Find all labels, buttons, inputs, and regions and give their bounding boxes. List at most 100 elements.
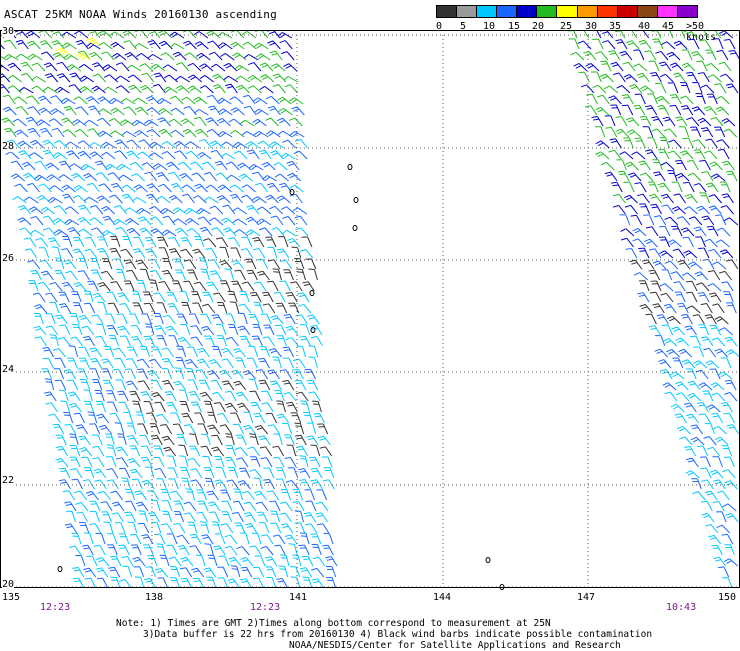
wind-barb xyxy=(83,369,87,379)
wind-barb xyxy=(89,174,97,181)
wind-barb xyxy=(276,316,283,324)
wind-barb xyxy=(732,303,736,313)
wind-barb-flag xyxy=(78,436,84,437)
wind-barb-flag xyxy=(675,414,681,415)
wind-barb xyxy=(193,86,201,93)
wind-barb-flag xyxy=(119,468,125,469)
wind-barb xyxy=(240,489,243,500)
wind-barb-flag xyxy=(163,216,169,218)
wind-barb-flag xyxy=(136,53,141,56)
wind-barb-flag xyxy=(242,581,248,582)
wind-barb xyxy=(326,447,332,456)
wind-barb-flag xyxy=(8,75,13,78)
wind-barb xyxy=(134,85,142,93)
wind-barb-flag xyxy=(262,162,267,165)
wind-barb-flag xyxy=(130,162,135,165)
wind-barb-flag xyxy=(108,567,114,568)
wind-barb xyxy=(212,491,218,500)
wind-barb-flag xyxy=(22,65,28,67)
wind-barb-flag xyxy=(204,172,210,174)
wind-barb-flag xyxy=(659,251,664,254)
wind-barb xyxy=(689,251,697,258)
wind-barb xyxy=(143,369,148,379)
wind-barb xyxy=(688,50,692,60)
wind-barb-flag xyxy=(678,175,683,178)
wind-barb-flag xyxy=(210,271,216,272)
wind-barb-flag xyxy=(655,51,661,53)
wind-barb xyxy=(103,303,106,313)
wind-barb-flag xyxy=(151,64,156,67)
wind-barb xyxy=(696,127,701,137)
wind-barb xyxy=(659,172,665,181)
wind-barb-flag xyxy=(576,66,581,69)
wind-barb xyxy=(259,249,265,258)
wind-barb xyxy=(149,545,153,555)
wind-barb-flag xyxy=(231,566,237,567)
wind-barb xyxy=(709,348,716,357)
wind-barb-flag xyxy=(280,370,286,371)
wind-barb-flag xyxy=(291,577,297,578)
wind-barb-flag xyxy=(117,164,122,168)
wind-barb-flag xyxy=(168,164,174,166)
wind-barb-flag xyxy=(715,349,721,351)
wind-barb-flag xyxy=(126,381,132,382)
map-title: ASCAT 25KM NOAA Winds 20160130 ascending xyxy=(4,8,277,21)
wind-barb-flag xyxy=(596,141,601,144)
wind-barb xyxy=(714,249,721,258)
wind-barb-flag xyxy=(152,438,158,439)
wind-barb-flag xyxy=(133,339,139,340)
wind-barb-flag xyxy=(286,338,292,340)
wind-barb xyxy=(175,43,185,49)
wind-barb-flag xyxy=(187,210,192,214)
wind-barb-flag xyxy=(91,54,96,57)
note-line-1: Note: 1) Times are GMT 2)Times along bot… xyxy=(116,618,551,629)
wind-barb xyxy=(311,501,316,511)
wind-barb-flag xyxy=(46,163,51,166)
wind-barb-flag xyxy=(701,501,707,502)
wind-barb-flag xyxy=(707,494,713,496)
wind-barb xyxy=(47,271,54,280)
wind-barb-flag xyxy=(59,175,64,178)
wind-barb xyxy=(693,173,701,181)
wind-barb-flag xyxy=(129,230,134,233)
wind-barb xyxy=(230,535,237,544)
wind-barb-flag xyxy=(714,84,720,85)
wind-barb xyxy=(51,314,55,324)
wind-barb-flag xyxy=(283,347,289,348)
wind-barb xyxy=(622,85,630,93)
wind-barb xyxy=(40,305,47,313)
wind-barb xyxy=(162,172,169,181)
wind-barb xyxy=(713,284,721,291)
wind-barb-flag xyxy=(110,413,116,414)
wind-barb-flag xyxy=(191,568,197,570)
wind-barb xyxy=(652,227,658,236)
wind-barb xyxy=(294,544,297,555)
wind-barb xyxy=(73,358,77,368)
wind-barb-flag xyxy=(119,402,125,403)
wind-barb-flag xyxy=(637,293,643,294)
wind-barb xyxy=(128,237,132,247)
wind-barb-flag xyxy=(3,120,9,122)
wind-barb xyxy=(215,206,223,214)
wind-barb-flag xyxy=(293,109,299,111)
wind-barb-flag xyxy=(147,122,152,126)
wind-barb-flag xyxy=(89,52,94,55)
wind-barb-flag xyxy=(67,65,72,68)
wind-barb-flag xyxy=(225,84,231,86)
wind-barb xyxy=(255,379,258,390)
wind-barb xyxy=(171,391,176,401)
wind-barb-flag xyxy=(18,141,23,144)
wind-barb xyxy=(116,237,120,247)
wind-barb-flag xyxy=(21,62,27,64)
time-label-right: 10:43 xyxy=(666,602,696,613)
wind-barb-flag xyxy=(89,524,95,525)
wind-barb-flag xyxy=(233,348,239,350)
wind-barb-flag xyxy=(193,578,199,579)
wind-barb-flag xyxy=(629,132,634,135)
wind-barb-flag xyxy=(240,165,245,168)
wind-barb xyxy=(222,238,228,247)
wind-barb xyxy=(677,226,682,236)
wind-barb-flag xyxy=(242,185,247,188)
wind-barb-flag xyxy=(89,32,95,34)
wind-barb xyxy=(68,194,74,203)
